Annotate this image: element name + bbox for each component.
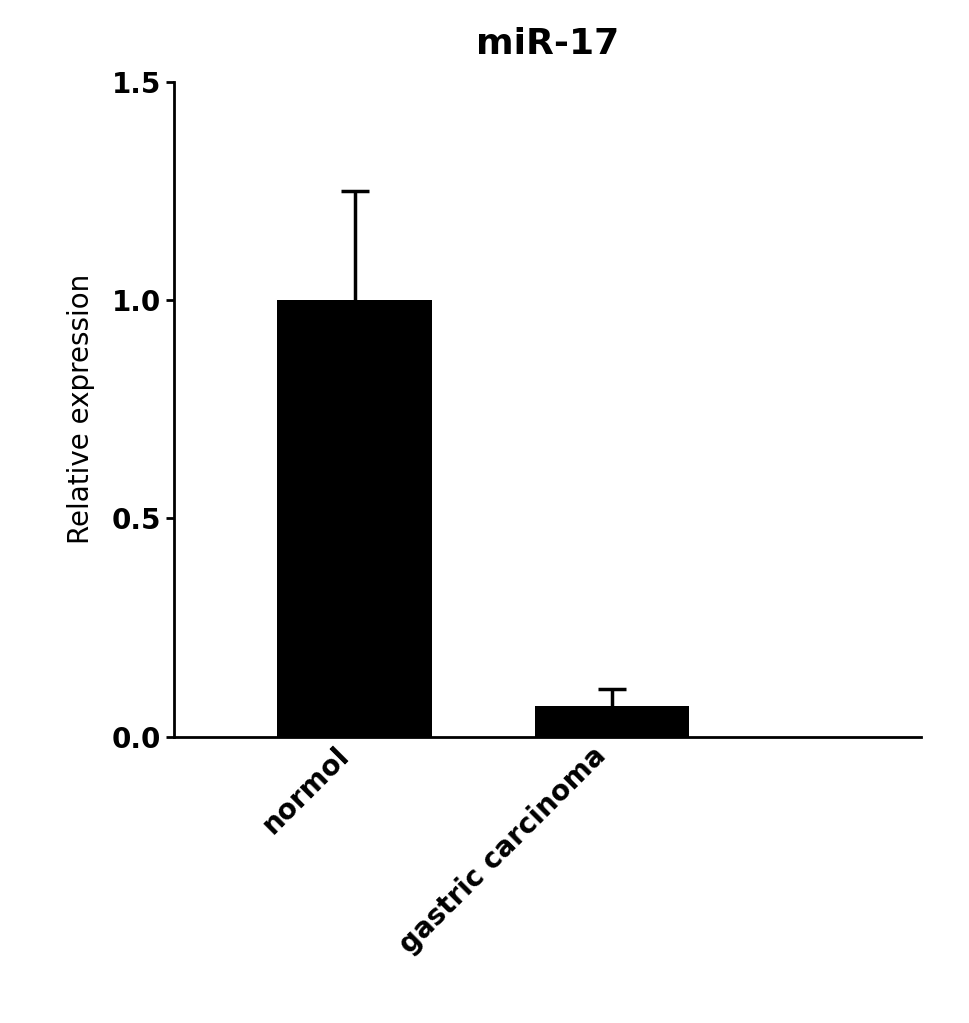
Y-axis label: Relative expression: Relative expression [67,274,95,544]
Title: miR-17: miR-17 [476,27,619,61]
Bar [277,300,432,737]
Bar [535,706,689,737]
